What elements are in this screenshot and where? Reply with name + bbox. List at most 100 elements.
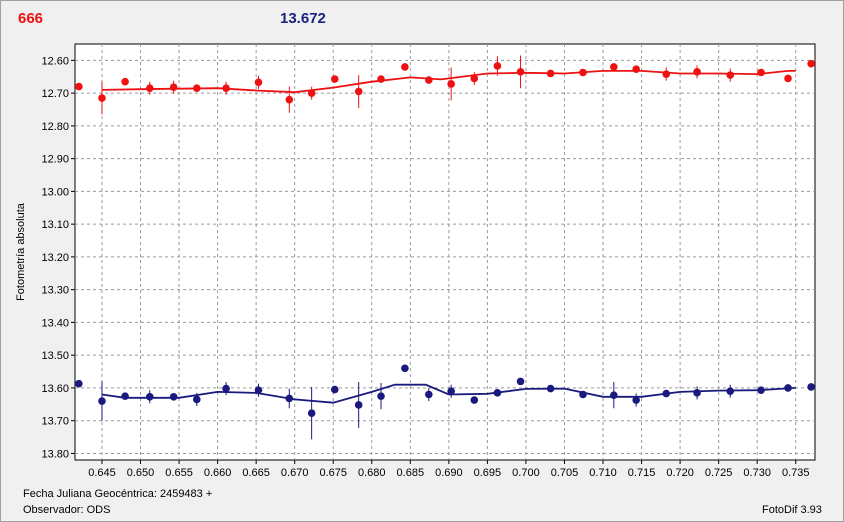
y-tick-label: 13.00 [41,186,69,198]
data-point [192,84,201,93]
data-point [516,68,525,76]
x-tick-label: 0.675 [319,467,347,479]
data-point [784,384,792,392]
data-point [330,75,339,83]
data-point [98,397,106,405]
y-tick-label: 13.30 [41,285,69,297]
data-point [75,379,83,388]
x-tick-label: 0.695 [474,467,502,479]
data-point [169,83,178,92]
data-point [447,387,455,396]
data-point [516,377,525,386]
data-point [75,82,83,91]
y-tick-label: 13.50 [41,350,69,362]
data-point [307,409,316,417]
data-point [470,74,479,83]
x-tick-label: 0.685 [397,467,425,479]
fit-line-series-2 [101,383,796,404]
data-point [447,80,455,88]
data-point [254,386,263,395]
data-point [425,76,433,84]
x-tick-label: 0.725 [705,467,733,479]
data-point [807,383,815,391]
data-point [493,62,502,70]
observer-label: Observador: ODS [23,504,111,516]
data-point [610,63,618,71]
data-point [632,65,640,74]
x-tick-label: 0.650 [127,467,155,479]
data-point [354,87,363,96]
y-tick-label: 13.70 [41,416,69,428]
x-tick-label: 0.730 [743,467,771,479]
data-point [662,389,671,398]
data-point [222,84,230,93]
data-point [330,385,339,394]
x-tick-label: 0.715 [628,467,656,479]
object-magnitude: 13.672 [280,10,326,27]
data-point [784,74,792,83]
y-tick-label: 12.80 [41,121,69,133]
data-point [169,392,178,401]
data-point [726,387,735,396]
data-point [121,77,129,86]
x-tick-label: 0.665 [242,467,270,479]
x-tick-label: 0.690 [435,467,463,479]
julian-date-label: Fecha Juliana Geocéntrica: 2459483 + [23,488,213,500]
y-tick-label: 13.10 [41,219,69,231]
software-version: FotoDif 3.93 [762,504,822,516]
data-point [610,391,618,399]
fit-curves [101,70,796,404]
data-point [377,392,385,400]
x-tick-label: 0.700 [512,467,540,479]
data-point [425,390,433,399]
x-tick-label: 0.680 [358,467,386,479]
data-point [354,401,363,409]
data-point [579,68,587,77]
x-tick-label: 0.655 [165,467,193,479]
data-point [192,395,201,404]
y-axis-label: Fotometría absoluta [15,202,27,301]
x-tick-label: 0.710 [589,467,617,479]
data-points [75,55,815,440]
data-point [401,364,409,373]
data-point [807,59,815,68]
data-point [757,68,765,77]
data-point [98,94,106,102]
data-point [401,63,409,71]
data-point [726,71,735,79]
data-point [285,95,294,104]
y-tick-label: 13.40 [41,317,69,329]
data-point [470,396,479,404]
data-point [285,394,294,403]
data-point [254,78,263,87]
x-tick-label: 0.670 [281,467,309,479]
object-name: 666 [18,10,44,27]
data-point [145,392,154,401]
data-point [693,389,701,397]
axis-ticks: 0.645 0.650 0.655 0.660 0.665 0.670 0.675 0.680… [41,55,809,479]
x-tick-label: 0.645 [88,467,116,479]
data-point [546,69,555,78]
y-tick-label: 12.60 [41,55,69,67]
data-point [546,384,555,393]
data-point [493,389,502,397]
data-point [693,68,701,76]
data-point [757,386,765,395]
x-tick-label: 0.660 [204,467,232,479]
data-point [121,392,129,400]
y-tick-label: 13.20 [41,252,69,264]
data-point [377,75,385,83]
fit-line-series-1 [101,70,796,94]
x-tick-label: 0.705 [551,467,579,479]
x-tick-label: 0.720 [666,467,694,479]
data-point [307,89,316,97]
data-point [662,70,671,78]
x-tick-label: 0.735 [782,467,810,479]
data-point [145,84,154,93]
y-tick-label: 12.70 [41,88,69,100]
data-point [222,384,230,393]
data-point [579,390,587,399]
y-tick-label: 13.60 [41,383,69,395]
y-tick-label: 12.90 [41,154,69,166]
